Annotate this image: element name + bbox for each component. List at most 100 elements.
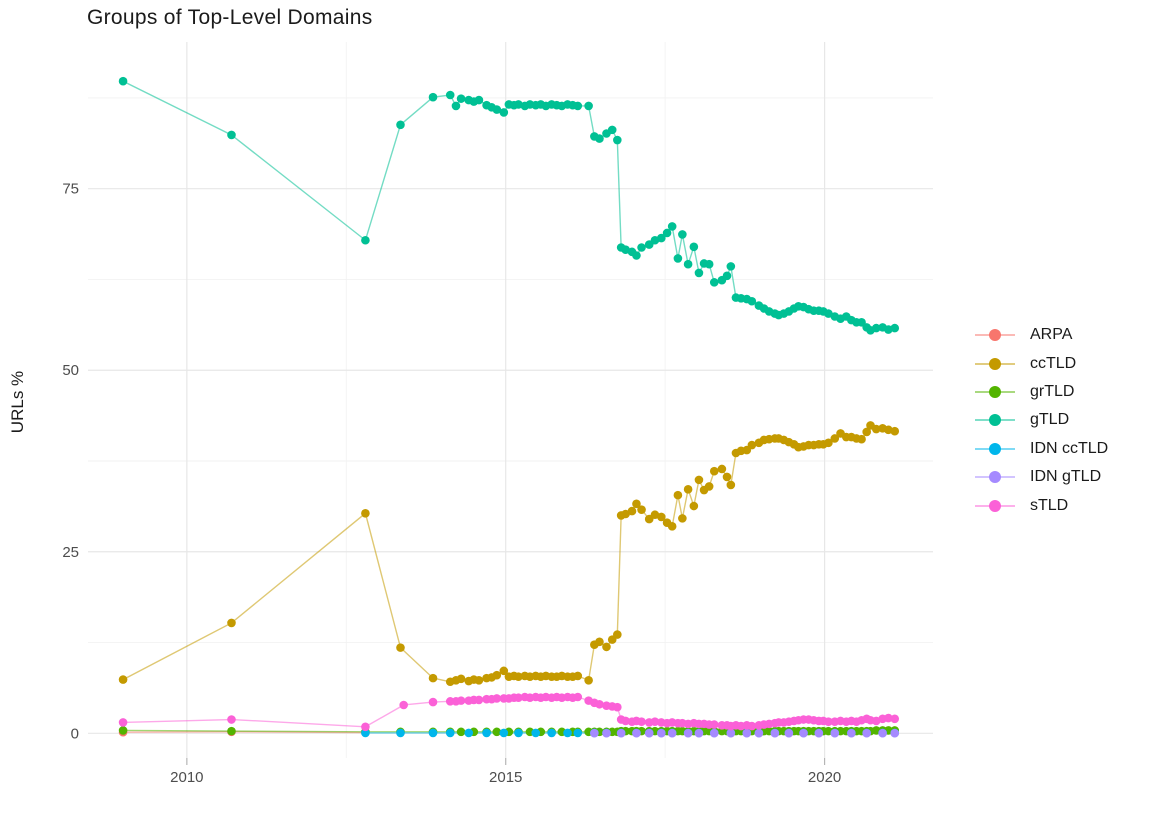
series-point-gtld bbox=[657, 233, 666, 243]
series-point-grtld bbox=[456, 727, 466, 737]
series-point-cctld bbox=[602, 642, 611, 652]
series-point-cctld bbox=[890, 426, 900, 436]
series-point-cctld bbox=[862, 427, 871, 437]
series-point-cctld bbox=[722, 472, 732, 482]
series-point-grtld bbox=[118, 726, 128, 735]
legend-label: grTLD bbox=[1030, 382, 1075, 400]
series-point-gtld bbox=[678, 230, 687, 239]
series-point-stld bbox=[595, 699, 604, 709]
series-point-cctld bbox=[474, 676, 484, 685]
x-tick-label: 2015 bbox=[489, 769, 522, 786]
legend-item-gtld: gTLD bbox=[975, 406, 1108, 434]
series-point-idn-gtld bbox=[590, 728, 599, 738]
series-point-idn-cctld bbox=[361, 728, 370, 738]
legend: ARPA ccTLD grTLD gTLD IDN ccTLD IDN gTLD sTLD bbox=[975, 321, 1108, 520]
series-point-cctld bbox=[573, 671, 583, 681]
series-point-gtld bbox=[451, 101, 461, 111]
series-point-idn-gtld bbox=[862, 728, 871, 738]
series-point-grtld bbox=[227, 726, 236, 736]
series-point-gtld bbox=[607, 125, 617, 135]
series-point-idn-gtld bbox=[694, 728, 704, 738]
series-point-stld bbox=[747, 721, 757, 731]
legend-key-icon bbox=[975, 413, 1015, 427]
series-point-stld bbox=[824, 717, 833, 726]
series-point-cctld bbox=[637, 505, 646, 514]
series-point-cctld bbox=[709, 466, 719, 476]
legend-item-idn-cctld: IDN ccTLD bbox=[975, 435, 1108, 463]
legend-item-arpa: ARPA bbox=[975, 321, 1108, 349]
series-point-cctld bbox=[678, 514, 687, 523]
series-point-stld bbox=[227, 715, 236, 724]
series-point-gtld bbox=[445, 90, 455, 100]
series-point-cctld bbox=[657, 512, 666, 522]
series-point-idn-cctld bbox=[445, 728, 455, 738]
series-point-stld bbox=[650, 717, 660, 726]
series-point-cctld bbox=[704, 482, 714, 491]
legend-key-icon bbox=[975, 499, 1015, 513]
series-point-gtld bbox=[584, 101, 593, 111]
series-point-gtld bbox=[227, 130, 236, 140]
y-tick-label: 0 bbox=[71, 725, 79, 742]
series-point-stld bbox=[428, 697, 438, 707]
series-point-idn-gtld bbox=[754, 728, 764, 738]
series-point-gtld bbox=[689, 242, 699, 252]
legend-item-idn-gtld: IDN gTLD bbox=[975, 463, 1108, 491]
chart-title: Groups of Top-Level Domains bbox=[87, 6, 373, 29]
series-point-gtld bbox=[637, 243, 646, 252]
series-line-gtld bbox=[122, 80, 895, 332]
legend-key-icon bbox=[975, 385, 1015, 399]
series-point-idn-gtld bbox=[770, 728, 780, 738]
series-point-gtld bbox=[474, 95, 484, 105]
series-point-gtld bbox=[890, 323, 900, 333]
series-point-gtld bbox=[118, 76, 128, 86]
series-point-idn-gtld bbox=[602, 728, 611, 738]
series-point-cctld bbox=[871, 424, 881, 434]
y-axis-label: URLs % bbox=[8, 370, 27, 434]
series-point-stld bbox=[637, 717, 646, 726]
series-point-gtld bbox=[747, 296, 757, 306]
series-point-idn-cctld bbox=[531, 728, 540, 738]
y-tick-label: 75 bbox=[62, 181, 79, 198]
series-point-grtld bbox=[492, 727, 502, 737]
series-point-gtld bbox=[361, 235, 370, 245]
series-point-stld bbox=[492, 694, 502, 703]
series-point-stld bbox=[456, 696, 466, 705]
series-point-stld bbox=[709, 720, 719, 729]
series-point-cctld bbox=[824, 438, 833, 448]
series-point-cctld bbox=[514, 672, 523, 681]
series-point-stld bbox=[514, 693, 523, 703]
series-point-cctld bbox=[857, 434, 866, 444]
series-point-idn-gtld bbox=[726, 728, 736, 738]
series-point-stld bbox=[890, 714, 900, 724]
series-point-gtld bbox=[871, 323, 881, 333]
legend-item-grtld: grTLD bbox=[975, 378, 1108, 406]
series-point-idn-gtld bbox=[847, 728, 856, 738]
series-point-stld bbox=[361, 722, 370, 732]
series-point-gtld bbox=[428, 92, 438, 102]
series-point-cctld bbox=[632, 499, 641, 509]
series-point-cctld bbox=[492, 670, 502, 680]
series-point-idn-gtld bbox=[632, 728, 641, 738]
series-point-cctld bbox=[747, 440, 757, 450]
series-point-cctld bbox=[584, 676, 593, 685]
series-point-cctld bbox=[694, 475, 704, 485]
legend-key-icon bbox=[975, 328, 1015, 342]
series-point-gtld bbox=[704, 259, 714, 269]
legend-key-icon bbox=[975, 442, 1015, 456]
series-point-cctld bbox=[396, 643, 405, 652]
series-point-gtld bbox=[613, 135, 622, 145]
y-tick-label: 25 bbox=[62, 544, 79, 561]
series-point-stld bbox=[573, 692, 583, 702]
y-tick-label: 50 bbox=[62, 362, 79, 379]
series-point-stld bbox=[118, 718, 128, 727]
series-point-idn-cctld bbox=[396, 728, 405, 738]
series-point-gtld bbox=[683, 259, 693, 269]
series-point-idn-gtld bbox=[814, 728, 824, 738]
series-point-idn-cctld bbox=[514, 728, 523, 738]
series-point-gtld bbox=[709, 278, 719, 287]
series-point-gtld bbox=[492, 105, 502, 114]
series-point-gtld bbox=[396, 120, 405, 130]
series-point-cctld bbox=[595, 637, 604, 647]
